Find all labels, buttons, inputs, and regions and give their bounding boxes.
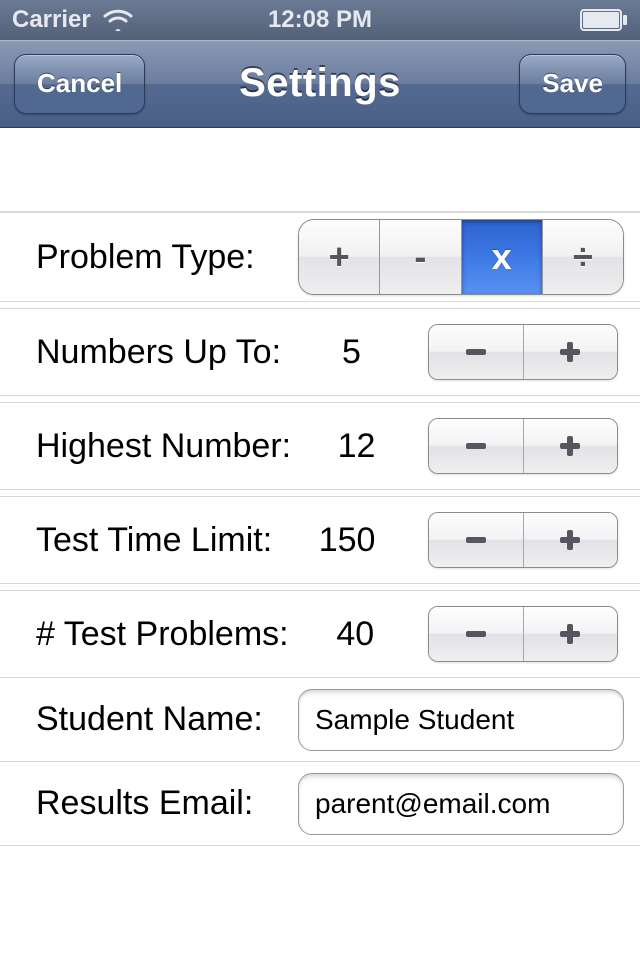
status-bar: Carrier 12:08 PM [0,0,640,40]
row-results-email: Results Email: [0,762,640,846]
highest-number-value: 12 [305,427,408,466]
nav-bar: Cancel Settings Save [0,40,640,128]
segment-multiply[interactable]: x [462,220,543,294]
results-email-field-wrap [298,773,624,835]
top-spacer [0,128,640,212]
plus-icon [556,432,584,460]
content: Problem Type: + - x ÷ Numbers Up To: 5 H… [0,128,640,846]
results-email-label: Results Email: [36,784,253,823]
row-problem-type: Problem Type: + - x ÷ [0,212,640,302]
row-numbers-up-to: Numbers Up To: 5 [0,308,640,396]
save-button-label: Save [542,68,603,99]
numbers-up-to-increment[interactable] [524,325,618,379]
row-test-time-limit: Test Time Limit: 150 [0,496,640,584]
row-student-name: Student Name: [0,678,640,762]
save-button[interactable]: Save [519,54,626,114]
plus-icon [556,620,584,648]
test-problems-increment[interactable] [524,607,618,661]
student-name-input[interactable] [298,689,624,751]
test-problems-decrement[interactable] [429,607,524,661]
highest-number-decrement[interactable] [429,419,524,473]
student-name-field-wrap [298,689,624,751]
carrier-label: Carrier [12,6,91,34]
segment-minus[interactable]: - [380,220,461,294]
test-problems-stepper [428,606,618,662]
minus-icon [462,432,490,460]
row-highest-number: Highest Number: 12 [0,402,640,490]
status-left: Carrier [12,6,217,34]
cancel-button[interactable]: Cancel [14,54,145,114]
segment-divide[interactable]: ÷ [543,220,623,294]
problem-type-segmented: + - x ÷ [298,219,624,295]
highest-number-label: Highest Number: [36,427,291,466]
row-test-problems: # Test Problems: 40 [0,590,640,678]
test-problems-value: 40 [303,615,408,654]
numbers-up-to-label: Numbers Up To: [36,333,281,372]
plus-icon [556,338,584,366]
minus-icon [462,620,490,648]
segment-plus[interactable]: + [299,220,380,294]
highest-number-increment[interactable] [524,419,618,473]
student-name-label: Student Name: [36,700,263,739]
highest-number-stepper [428,418,618,474]
test-time-limit-increment[interactable] [524,513,618,567]
numbers-up-to-decrement[interactable] [429,325,524,379]
test-time-limit-decrement[interactable] [429,513,524,567]
plus-icon [556,526,584,554]
minus-icon [462,338,490,366]
test-problems-label: # Test Problems: [36,615,289,654]
wifi-icon [103,9,133,31]
results-email-input[interactable] [298,773,624,835]
status-right [423,9,628,31]
numbers-up-to-stepper [428,324,618,380]
test-time-limit-stepper [428,512,618,568]
status-time: 12:08 PM [217,6,422,34]
battery-icon [580,9,628,31]
numbers-up-to-value: 5 [295,333,408,372]
test-time-limit-value: 150 [286,521,408,560]
minus-icon [462,526,490,554]
problem-type-label: Problem Type: [36,238,255,277]
cancel-button-label: Cancel [37,68,122,99]
test-time-limit-label: Test Time Limit: [36,521,272,560]
